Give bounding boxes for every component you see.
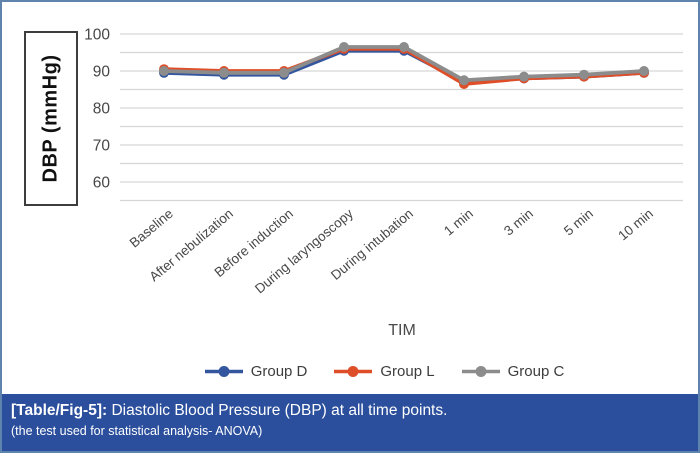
legend-item-group-d: Group D: [204, 363, 308, 380]
legend-item-group-c: Group C: [461, 363, 565, 380]
series-marker-group-c: [639, 66, 649, 76]
x-tick-label: Baseline: [127, 206, 176, 251]
series-marker-group-c: [459, 75, 469, 86]
series-marker-group-c: [519, 71, 529, 82]
caption-text: Diastolic Blood Pressure (DBP) at all ti…: [107, 402, 448, 419]
y-tick-label: 90: [93, 64, 111, 81]
series-marker-group-c: [219, 67, 229, 78]
series-marker-group-c: [279, 67, 289, 78]
x-tick-label: 5 min: [561, 206, 596, 239]
y-tick-label: 100: [84, 27, 110, 44]
y-axis-title: DBP (mmHg): [39, 54, 62, 183]
y-tick-label: 60: [93, 175, 111, 192]
series-marker-group-c: [339, 42, 349, 52]
y-axis-title-box: DBP (mmHg): [24, 31, 78, 206]
legend-label-group-d: Group D: [250, 363, 308, 380]
caption-subtext: (the test used for statistical analysis-…: [11, 424, 263, 438]
caption-line: [Table/Fig-5]: Diastolic Blood Pressure …: [11, 401, 688, 421]
series-marker-group-c: [579, 69, 589, 80]
x-axis-title: TIM: [388, 322, 416, 339]
legend-item-group-l: Group L: [333, 363, 435, 380]
legend-marker-group-d: [204, 366, 243, 377]
x-tick-label: 10 min: [615, 206, 656, 244]
legend-label-group-l: Group L: [380, 363, 435, 380]
legend-marker-group-l: [334, 366, 373, 377]
series-marker-group-c: [159, 66, 169, 76]
y-tick-label: 70: [93, 138, 111, 155]
legend: Group D Group L Group C: [102, 363, 666, 380]
x-tick-label: During laryngoscopy: [252, 206, 356, 297]
caption-label: [Table/Fig-5]:: [11, 402, 108, 419]
figure-caption: [Table/Fig-5]: Diastolic Blood Pressure …: [2, 394, 698, 451]
legend-marker-group-c: [461, 366, 500, 377]
x-tick-label: 3 min: [501, 206, 536, 239]
series-marker-group-c: [399, 42, 409, 52]
y-tick-label: 80: [93, 101, 111, 118]
x-tick-label: 1 min: [441, 206, 476, 239]
legend-label-group-c: Group C: [507, 363, 565, 380]
